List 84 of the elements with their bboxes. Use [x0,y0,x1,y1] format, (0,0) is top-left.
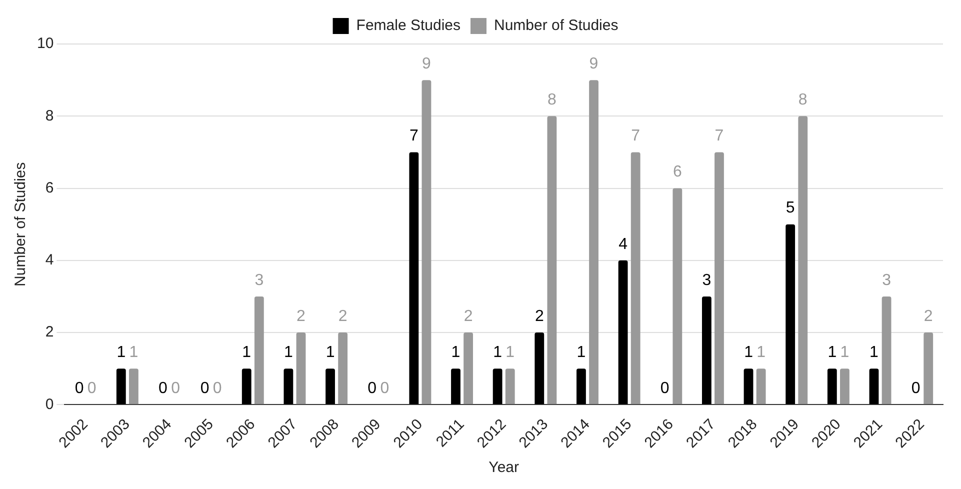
bar [254,296,264,404]
bar [326,368,335,404]
bar [756,368,766,404]
y-axis-title: Number of Studies [12,162,30,286]
data-label: 9 [589,55,598,72]
data-label: 1 [116,344,126,362]
data-label: 3 [702,272,712,289]
data-label: 1 [576,344,586,362]
bar [128,368,138,404]
data-label: 2 [924,308,933,325]
x-axis-title: Year [488,459,519,476]
bar [242,368,252,404]
data-label: 1 [242,344,252,362]
data-label: 1 [284,344,293,362]
data-label: 2 [534,308,544,325]
data-label: 0 [158,380,168,398]
bar [492,368,502,404]
data-label: 0 [911,380,920,398]
data-label: 1 [870,344,879,362]
legend-label: Number of Studies [494,17,618,34]
bar [798,116,808,404]
data-label: 3 [882,272,892,289]
data-label: 0 [200,380,210,398]
bar [576,368,586,404]
data-label: 7 [631,128,640,145]
data-label: 1 [828,344,837,362]
data-label: 2 [296,308,306,325]
data-label: 8 [547,92,556,109]
bar [534,332,544,404]
data-label: 0 [212,380,222,398]
data-label: 1 [451,344,460,362]
data-label: 1 [129,344,138,362]
bar [451,368,460,404]
data-label: 0 [87,380,96,398]
data-label: 1 [506,344,515,362]
y-tick-label: 4 [45,252,54,269]
data-label: 3 [254,272,264,289]
data-label: 0 [171,380,180,398]
bar [422,80,432,404]
data-label: 1 [756,344,766,362]
legend-label: Female Studies [356,17,460,34]
bar [827,368,837,404]
data-label: 7 [409,128,418,145]
bar [618,260,628,404]
y-tick-label: 8 [45,107,54,124]
data-label: 8 [798,92,808,109]
bar [547,116,557,404]
bar [116,368,126,404]
data-label: 5 [786,200,795,217]
bar [505,368,515,404]
data-label: 7 [714,128,724,145]
bar [589,80,598,404]
data-label: 2 [464,308,473,325]
bar [702,296,712,404]
data-label: 6 [672,164,682,181]
data-label: 4 [618,236,628,253]
y-tick-label: 10 [36,35,54,52]
bar [714,152,724,404]
data-label: 1 [744,344,754,362]
bar [284,368,294,404]
data-label: 2 [338,308,348,325]
data-label: 1 [840,344,850,362]
data-label: 0 [368,380,377,398]
bar [296,332,306,404]
y-tick-label: 0 [45,396,54,413]
bar [882,296,892,404]
bar [672,188,682,404]
bar [744,368,754,404]
bar [630,152,640,404]
y-tick-label: 6 [45,179,54,196]
bar [409,152,419,404]
data-label: 0 [74,380,84,398]
bar [840,368,850,404]
bar [786,224,796,404]
bar [464,332,473,404]
data-label: 0 [380,380,390,398]
bar [338,332,348,404]
data-label: 0 [660,380,670,398]
data-label: 9 [422,55,432,72]
bar [924,332,934,404]
data-label: 1 [493,344,502,362]
bar [869,368,879,404]
y-tick-label: 2 [45,324,54,341]
data-label: 1 [326,344,335,362]
